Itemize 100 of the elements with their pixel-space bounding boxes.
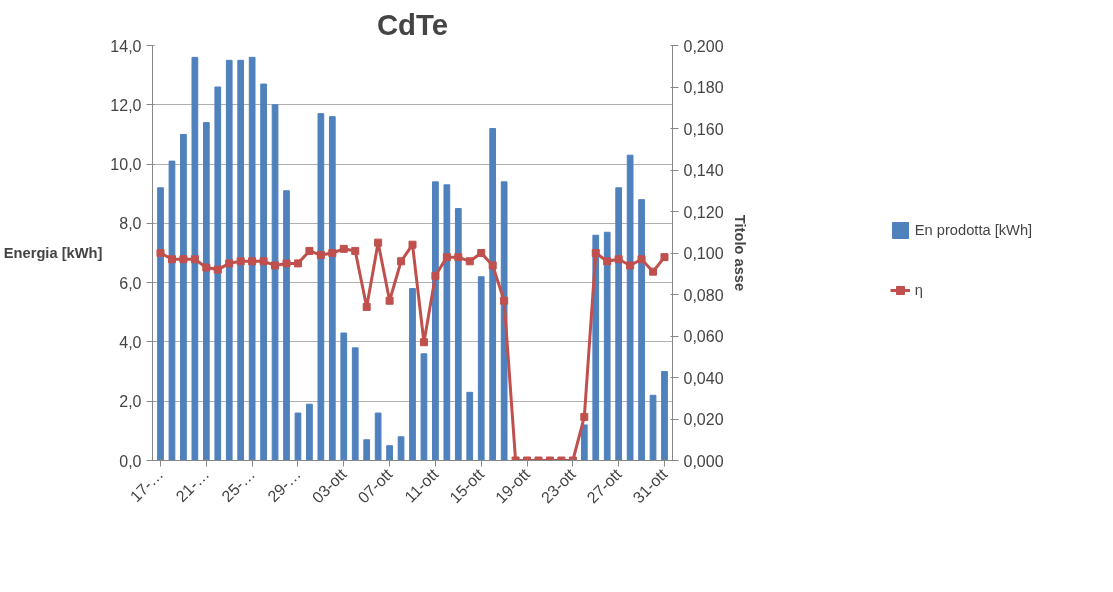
point: [190, 255, 199, 264]
bar: [397, 436, 405, 461]
point: [442, 253, 451, 262]
point: [591, 249, 600, 257]
bar: [271, 104, 279, 461]
point: [408, 240, 417, 249]
bar: [466, 391, 474, 461]
point: [167, 255, 176, 264]
point: [248, 257, 257, 266]
bar: [420, 353, 428, 461]
bar: [157, 187, 164, 461]
point: [351, 246, 360, 255]
point: [488, 261, 497, 270]
y2-tick-label: 0,180: [683, 79, 724, 96]
y-tick-label: 8,0: [119, 215, 142, 233]
bar: [294, 412, 302, 461]
bar: [489, 128, 497, 461]
y2-tick-label: 0,100: [683, 245, 724, 262]
point: [328, 249, 337, 257]
chart-title: CdTe: [376, 7, 449, 41]
point: [316, 251, 325, 260]
bar: [432, 181, 439, 461]
x-tick-label: 25-…: [218, 465, 259, 506]
point: [156, 249, 165, 257]
bar: [661, 371, 668, 461]
bar: [409, 288, 416, 461]
x-tick-label: 21-…: [172, 465, 213, 506]
bar: [374, 412, 382, 461]
point: [213, 265, 222, 274]
point: [419, 338, 428, 347]
y2-tick-label: 0,020: [683, 411, 724, 428]
bar: [214, 86, 222, 461]
point: [614, 255, 623, 264]
point: [465, 257, 474, 266]
bar: [340, 332, 348, 461]
bar: [477, 276, 485, 461]
point: [397, 257, 406, 266]
point: [637, 255, 646, 264]
bar: [454, 208, 462, 461]
point: [660, 253, 669, 262]
point: [603, 257, 612, 266]
point: [626, 261, 635, 270]
bar: [180, 133, 187, 461]
y2-tick-label: 0,120: [683, 203, 724, 221]
legend-label: En prodotta [kWh]: [914, 222, 1033, 238]
bar: [351, 347, 359, 461]
y-tick-label: 6,0: [119, 274, 142, 292]
point: [454, 253, 463, 262]
bar: [386, 445, 393, 461]
bar: [649, 394, 657, 461]
bar: [638, 199, 645, 461]
y2-axis-title: Titolo asse: [731, 214, 748, 292]
y2-tick-label: 0,160: [683, 120, 724, 138]
point: [580, 412, 589, 421]
bar: [580, 424, 588, 461]
point: [236, 257, 245, 266]
x-tick-label: 29-…: [264, 465, 304, 506]
y2-tick-label: 0,040: [683, 369, 724, 387]
bar: [317, 113, 325, 461]
bar: [283, 190, 290, 461]
point: [179, 255, 188, 264]
bar: [626, 154, 634, 461]
y-tick-label: 14,0: [110, 37, 142, 55]
bar: [603, 231, 611, 461]
y-tick-label: 4,0: [119, 333, 142, 351]
bar: [260, 83, 267, 461]
bar: [615, 187, 623, 461]
bar: [328, 116, 336, 461]
point: [293, 259, 302, 268]
point: [374, 238, 383, 247]
y-tick-label: 12,0: [110, 96, 142, 114]
point: [202, 263, 211, 272]
y-axis-title: Energia [kWh]: [3, 245, 103, 261]
bar: [202, 122, 210, 461]
y2-tick-label: 0,080: [683, 286, 724, 304]
bar: [191, 56, 199, 461]
y2-tick-label: 0,000: [683, 452, 724, 470]
y-tick-label: 2,0: [119, 393, 142, 411]
point: [339, 244, 348, 253]
point: [271, 261, 280, 270]
point: [362, 302, 371, 311]
bar: [225, 59, 233, 461]
point: [225, 259, 234, 268]
bar: [248, 56, 256, 461]
point: [305, 246, 314, 255]
y2-tick-label: 0,200: [683, 37, 724, 55]
point: [431, 271, 440, 280]
bar: [237, 59, 245, 461]
point: [282, 259, 291, 268]
legend-label: η: [914, 282, 924, 298]
y-tick-label: 10,0: [110, 156, 142, 174]
point: [259, 257, 268, 266]
point: [385, 296, 394, 305]
y2-tick-label: 0,060: [683, 328, 724, 345]
point: [500, 296, 509, 305]
bar: [168, 160, 176, 461]
bar: [443, 184, 451, 461]
bar: [306, 403, 313, 461]
point: [477, 249, 486, 257]
bar: [363, 439, 371, 461]
